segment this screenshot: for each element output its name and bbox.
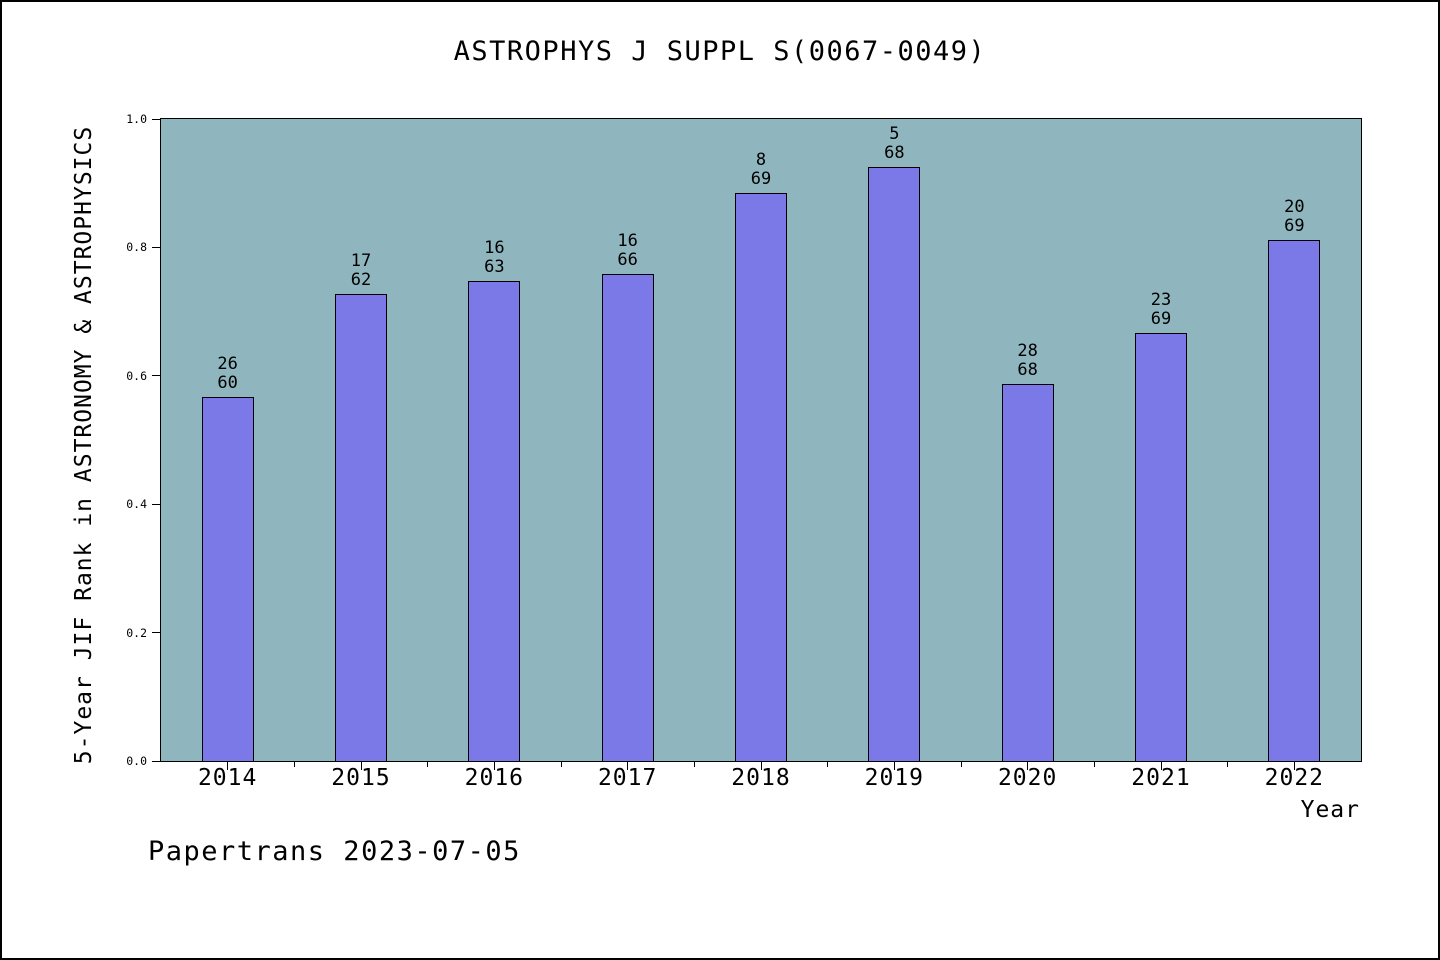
bar-rank-value: 16 xyxy=(484,238,505,258)
x-axis-tick xyxy=(493,762,495,770)
bar-2018 xyxy=(735,193,787,761)
bar-value-label: 16 63 xyxy=(449,239,539,277)
plot-area: 0.0 0.2 0.4 0.6 0.8 1.0 26 60 2014 17 62 2015 16 63 20… xyxy=(126,112,1362,791)
bar-2017 xyxy=(601,274,654,761)
x-axis-minor-tick xyxy=(827,762,829,767)
bar-total-value: 63 xyxy=(484,257,505,277)
x-axis-minor-tick xyxy=(560,762,562,767)
bar-rank-value: 23 xyxy=(1150,290,1172,310)
x-axis-minor-tick xyxy=(693,762,695,767)
x-axis-minor-tick xyxy=(960,762,962,767)
x-axis-tick xyxy=(1160,762,1162,770)
x-tick-label-2021: 2021 xyxy=(1131,765,1191,791)
bar-total-value: 69 xyxy=(1150,309,1172,329)
bar-rank-value: 28 xyxy=(1017,341,1038,361)
x-axis-tick xyxy=(227,762,229,770)
x-axis-tick xyxy=(1027,762,1029,770)
x-axis-minor-tick xyxy=(1093,762,1095,767)
y-axis-tick xyxy=(152,760,160,762)
bar-rank-value: 20 xyxy=(1284,197,1305,217)
bar-total-value: 66 xyxy=(617,250,638,270)
bar-value-label: 8 69 xyxy=(716,151,806,189)
y-axis-label: 5-Year JIF Rank in ASTRONOMY & ASTROPHYS… xyxy=(71,125,97,765)
bar-value-label: 20 69 xyxy=(1249,198,1339,236)
y-tick-label: 0.8 xyxy=(126,240,147,255)
x-axis-label: Year xyxy=(1300,797,1360,823)
bar-2021 xyxy=(1135,333,1187,761)
bar-rank-value: 16 xyxy=(617,231,638,251)
x-tick-label-2015: 2015 xyxy=(331,765,391,791)
bar-rank-value: 26 xyxy=(217,354,238,374)
y-axis-tick xyxy=(152,375,160,377)
bar-value-label: 17 62 xyxy=(316,252,406,290)
bar-total-value: 68 xyxy=(884,143,905,163)
y-tick-label: 0.4 xyxy=(126,497,147,512)
x-axis-tick xyxy=(627,762,629,770)
x-axis-tick xyxy=(760,762,762,770)
y-axis-tick xyxy=(152,632,160,634)
footer-watermark: Papertrans 2023-07-05 xyxy=(148,836,521,867)
bar-total-value: 69 xyxy=(750,169,772,189)
x-tick-label-2017: 2017 xyxy=(597,765,658,791)
x-axis-tick xyxy=(893,762,895,770)
bar-value-label: 23 69 xyxy=(1116,291,1206,329)
bar-2020 xyxy=(1001,384,1054,761)
bar-rank-value: 17 xyxy=(350,251,372,271)
x-tick-label-2022: 2022 xyxy=(1264,765,1325,791)
bar-value-label: 26 60 xyxy=(183,355,273,393)
chart-title: ASTROPHYS J SUPPL S(0067-0049) xyxy=(453,36,987,67)
x-tick-label-2014: 2014 xyxy=(197,765,258,791)
x-tick-label-2020: 2020 xyxy=(997,765,1058,791)
x-tick-label-2019: 2019 xyxy=(864,765,925,791)
bar-value-label: 16 66 xyxy=(583,232,673,270)
y-axis-tick xyxy=(152,246,160,248)
bar-total-value: 60 xyxy=(217,373,238,393)
bar-total-value: 68 xyxy=(1017,360,1038,380)
bar-rank-value: 5 xyxy=(889,124,900,144)
bar-2019 xyxy=(868,167,921,761)
y-tick-label: 1.0 xyxy=(126,112,147,126)
x-axis-minor-tick xyxy=(1227,762,1229,767)
x-axis-minor-tick xyxy=(427,762,429,767)
bar-2016 xyxy=(468,281,521,761)
x-tick-label-2018: 2018 xyxy=(731,765,791,791)
bar-value-label: 28 68 xyxy=(983,342,1073,380)
y-axis-tick xyxy=(152,118,160,120)
bar-2014 xyxy=(201,397,254,761)
bar-total-value: 69 xyxy=(1284,216,1305,236)
bar-total-value: 62 xyxy=(350,270,372,290)
x-axis-tick xyxy=(1293,762,1295,770)
x-axis-tick xyxy=(360,762,362,770)
y-tick-label: 0.0 xyxy=(126,754,147,768)
x-axis-minor-tick xyxy=(293,762,295,767)
bar-value-label: 5 68 xyxy=(849,125,939,163)
x-tick-label-2016: 2016 xyxy=(464,765,525,791)
bar-2015 xyxy=(335,294,387,761)
bar-rank-value: 8 xyxy=(755,150,767,170)
y-axis-tick xyxy=(152,503,160,505)
bar-2022 xyxy=(1268,240,1321,761)
y-tick-label: 0.6 xyxy=(126,368,147,383)
y-tick-label: 0.2 xyxy=(126,625,147,640)
